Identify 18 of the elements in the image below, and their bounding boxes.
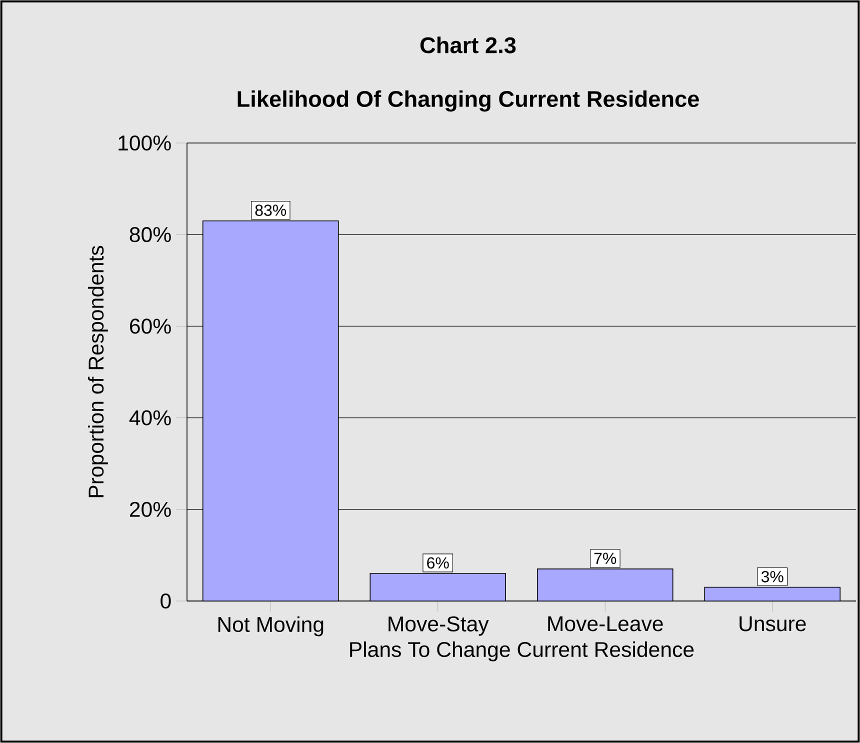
- x-axis-title: Plans To Change Current Residence: [350, 641, 694, 662]
- x-tick-label: Move-Leave: [548, 616, 663, 632]
- y-tick-label: 0: [160, 593, 171, 609]
- y-tick-label: 80%: [130, 227, 171, 242]
- y-tick-label: 100%: [118, 135, 171, 151]
- x-tick-label: Unsure: [740, 616, 806, 632]
- y-tick-label: 20%: [130, 502, 171, 517]
- chart-subtitle: Likelihood Of Changing Current Residence: [238, 90, 699, 112]
- x-tick-label: Move-Stay: [388, 616, 489, 636]
- data-label: 3%: [761, 571, 784, 582]
- chart-title: Chart 2.3: [420, 36, 516, 54]
- y-tick-label: 40%: [129, 410, 171, 426]
- y-tick-label: 60%: [130, 318, 171, 334]
- x-tick-label: Not Moving: [218, 616, 324, 636]
- y-axis-title: Proportion of Respondents: [88, 246, 108, 498]
- data-label: 6%: [427, 557, 449, 569]
- data-label: 7%: [594, 552, 616, 564]
- data-label: 83%: [255, 204, 286, 216]
